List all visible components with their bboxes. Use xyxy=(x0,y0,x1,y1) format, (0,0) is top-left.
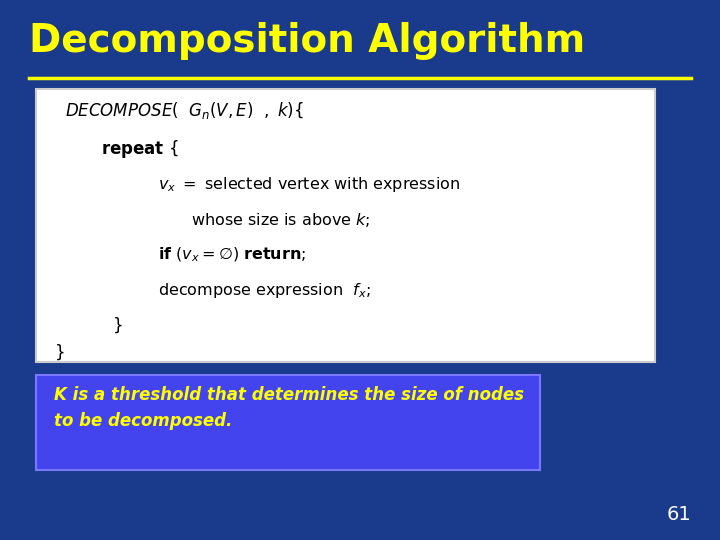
Text: $\mathbf{repeat}\ \{$: $\mathbf{repeat}\ \{$ xyxy=(101,138,179,160)
Text: K is a threshold that determines the size of nodes
to be decomposed.: K is a threshold that determines the siz… xyxy=(54,386,524,430)
Text: $v_x\ =$ selected vertex with expression: $v_x\ =$ selected vertex with expression xyxy=(158,176,461,194)
FancyBboxPatch shape xyxy=(36,89,655,362)
Text: $\}$: $\}$ xyxy=(54,343,65,362)
Text: 61: 61 xyxy=(667,505,691,524)
Text: decompose expression $\ f_x$;: decompose expression $\ f_x$; xyxy=(158,281,372,300)
Text: $\}$: $\}$ xyxy=(112,316,122,335)
FancyBboxPatch shape xyxy=(36,375,540,470)
Text: $\mathbf{if}\ (v_x = \emptyset)\ \mathbf{return}$;: $\mathbf{if}\ (v_x = \emptyset)\ \mathbf… xyxy=(158,246,307,264)
Text: Decomposition Algorithm: Decomposition Algorithm xyxy=(29,22,585,59)
Text: $DECOMPOSE($  $G_n(V, E)$  $,\ k)\{$: $DECOMPOSE($ $G_n(V, E)$ $,\ k)\{$ xyxy=(65,100,304,121)
Text: whose size is above $k$;: whose size is above $k$; xyxy=(191,211,370,228)
